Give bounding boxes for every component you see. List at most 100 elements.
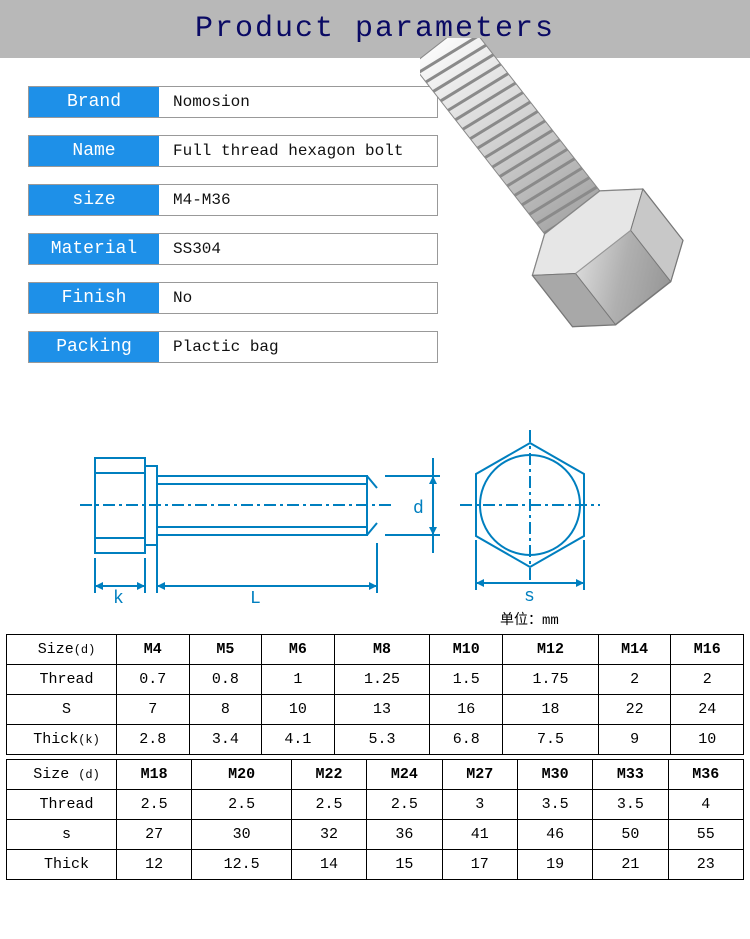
row-header: S <box>7 695 117 725</box>
table-cell: 16 <box>430 695 503 725</box>
specs-area: BrandNomosion NameFull thread hexagon bol… <box>0 58 750 413</box>
table-cell: M24 <box>367 760 442 790</box>
row-header: Size (d) <box>7 760 117 790</box>
table-cell: 15 <box>367 850 442 880</box>
spec-label: Finish <box>29 283 159 313</box>
table-cell: M10 <box>430 635 503 665</box>
table-cell: M14 <box>598 635 671 665</box>
table-cell: 2.5 <box>367 790 442 820</box>
table-cell: 1.5 <box>430 665 503 695</box>
table-cell: 3.5 <box>517 790 592 820</box>
table-cell: 2 <box>671 665 744 695</box>
spec-value: Plactic bag <box>159 332 437 362</box>
table-cell: 13 <box>334 695 430 725</box>
table-cell: 10 <box>262 695 335 725</box>
table-cell: 8 <box>189 695 262 725</box>
product-photo <box>420 38 750 418</box>
table-cell: 2.5 <box>117 790 192 820</box>
table-cell: 27 <box>117 820 192 850</box>
table-cell: M4 <box>117 635 190 665</box>
row-header: Thread <box>7 790 117 820</box>
table-cell: 19 <box>517 850 592 880</box>
table-row: Thread0.70.811.251.51.7522 <box>7 665 744 695</box>
spec-row: PackingPlactic bag <box>28 331 438 363</box>
table-row: Thick(k)2.83.44.15.36.87.5910 <box>7 725 744 755</box>
spec-label: size <box>29 185 159 215</box>
dim-label-k: k <box>113 589 124 609</box>
table-cell: 2.8 <box>117 725 190 755</box>
table-cell: 4 <box>668 790 743 820</box>
table-cell: 0.7 <box>117 665 190 695</box>
table-cell: 55 <box>668 820 743 850</box>
table-row: Thread2.52.52.52.533.53.54 <box>7 790 744 820</box>
table-cell: M22 <box>291 760 366 790</box>
table-cell: 2.5 <box>192 790 292 820</box>
table-cell: 3.4 <box>189 725 262 755</box>
spec-row: NameFull thread hexagon bolt <box>28 135 438 167</box>
table-cell: 0.8 <box>189 665 262 695</box>
table-cell: 7.5 <box>503 725 599 755</box>
table-cell: M36 <box>668 760 743 790</box>
row-header: Size(d) <box>7 635 117 665</box>
table-cell: 2.5 <box>291 790 366 820</box>
table-cell: M30 <box>517 760 592 790</box>
table-cell: 17 <box>442 850 517 880</box>
table-row: Size (d)M18M20M22M24M27M30M33M36 <box>7 760 744 790</box>
spec-label: Packing <box>29 332 159 362</box>
table-cell: 1.75 <box>503 665 599 695</box>
table-cell: M12 <box>503 635 599 665</box>
dim-label-d: d <box>413 499 424 519</box>
row-header: Thick(k) <box>7 725 117 755</box>
table-cell: M5 <box>189 635 262 665</box>
table-cell: 1 <box>262 665 335 695</box>
table-cell: 5.3 <box>334 725 430 755</box>
table-cell: 30 <box>192 820 292 850</box>
spec-value: No <box>159 283 437 313</box>
spec-row: BrandNomosion <box>28 86 438 118</box>
spec-value: Nomosion <box>159 87 437 117</box>
table-cell: M33 <box>593 760 668 790</box>
table-cell: 6.8 <box>430 725 503 755</box>
table-cell: 18 <box>503 695 599 725</box>
table-cell: 14 <box>291 850 366 880</box>
table-cell: 1.25 <box>334 665 430 695</box>
spec-value: Full thread hexagon bolt <box>159 136 437 166</box>
table-cell: 3.5 <box>593 790 668 820</box>
table-row: Thick1212.5141517192123 <box>7 850 744 880</box>
table-cell: 50 <box>593 820 668 850</box>
spec-label: Name <box>29 136 159 166</box>
table-cell: M18 <box>117 760 192 790</box>
table-cell: 4.1 <box>262 725 335 755</box>
spec-value: M4-M36 <box>159 185 437 215</box>
spec-rows: BrandNomosion NameFull thread hexagon bol… <box>28 86 438 380</box>
unit-label: 单位：mm <box>500 609 559 629</box>
spec-label: Material <box>29 234 159 264</box>
spec-tables: Size(d)M4M5M6M8M10M12M14M16Thread0.70.81… <box>0 628 750 880</box>
table-cell: 12.5 <box>192 850 292 880</box>
table-cell: 22 <box>598 695 671 725</box>
table-cell: 41 <box>442 820 517 850</box>
spec-value: SS304 <box>159 234 437 264</box>
table-cell: 3 <box>442 790 517 820</box>
table-cell: 10 <box>671 725 744 755</box>
table-cell: 21 <box>593 850 668 880</box>
table-cell: 7 <box>117 695 190 725</box>
row-header: Thread <box>7 665 117 695</box>
row-header: s <box>7 820 117 850</box>
table-row: Size(d)M4M5M6M8M10M12M14M16 <box>7 635 744 665</box>
table-cell: 24 <box>671 695 744 725</box>
table-row: S78101316182224 <box>7 695 744 725</box>
table-cell: M20 <box>192 760 292 790</box>
table-cell: M27 <box>442 760 517 790</box>
table-cell: 2 <box>598 665 671 695</box>
technical-diagram: k L d s 单位：mm <box>0 413 750 628</box>
spec-table-1: Size(d)M4M5M6M8M10M12M14M16Thread0.70.81… <box>6 634 744 755</box>
table-cell: M8 <box>334 635 430 665</box>
dim-label-s: s <box>524 587 535 607</box>
spec-table-2: Size (d)M18M20M22M24M27M30M33M36Thread2.… <box>6 759 744 880</box>
table-cell: 36 <box>367 820 442 850</box>
table-cell: 12 <box>117 850 192 880</box>
table-cell: M16 <box>671 635 744 665</box>
spec-row: MaterialSS304 <box>28 233 438 265</box>
spec-row: FinishNo <box>28 282 438 314</box>
